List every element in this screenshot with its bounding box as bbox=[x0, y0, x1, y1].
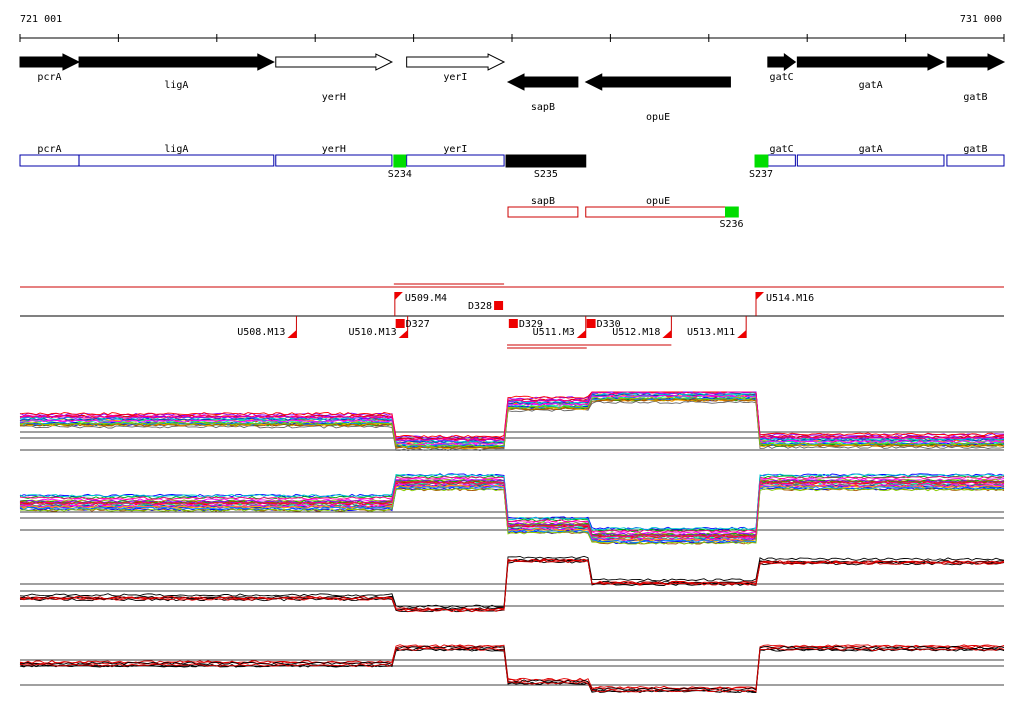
feature-label-S237: S237 bbox=[749, 169, 773, 180]
expression-profile-line bbox=[19, 484, 1005, 541]
coord-start-label: 721 001 bbox=[20, 14, 62, 25]
expression-profile-line bbox=[19, 555, 1005, 608]
segment-flag-U513.M11 bbox=[737, 330, 747, 338]
gene-arrow-yerH bbox=[275, 53, 394, 71]
annotation-box-ligA bbox=[78, 154, 275, 167]
feature-block-S236 bbox=[725, 206, 739, 218]
annotation-label-gatC: gatC bbox=[770, 144, 794, 155]
annotation-box-yerH bbox=[275, 154, 393, 167]
segment-label-U509.M4: U509.M4 bbox=[405, 293, 447, 304]
segmentation-track: U509.M4 U514.M16 U508.M13 U510.M13 U511.M3 U5… bbox=[20, 283, 1004, 349]
segment-label-U508.M13: U508.M13 bbox=[237, 327, 285, 338]
coordinate-axis bbox=[19, 34, 1005, 42]
coord-end-label: 731 000 bbox=[960, 14, 1002, 25]
segment-flag-U510.M13 bbox=[398, 330, 408, 338]
expression-profile-line bbox=[19, 647, 1005, 693]
expression-tracks bbox=[19, 391, 1005, 693]
annotation-box-gatB bbox=[946, 154, 1005, 167]
feature-block-S234 bbox=[393, 154, 407, 168]
expression-profile-line bbox=[19, 645, 1005, 691]
expression-profile-line bbox=[19, 391, 1005, 439]
segment-box-D330 bbox=[586, 319, 596, 328]
expression-profile-line bbox=[19, 558, 1005, 612]
gene-arrow-gatA bbox=[796, 53, 946, 71]
segment-label-D329: D329 bbox=[519, 319, 543, 330]
gene-arrow-sapB bbox=[506, 73, 579, 91]
annotation-label-opuE: opuE bbox=[646, 196, 670, 207]
annotation-label-gatA: gatA bbox=[859, 144, 883, 155]
segment-box-D328 bbox=[494, 301, 504, 310]
segment-box-D327 bbox=[395, 319, 405, 328]
reverse-annotation-track: sapB opuE S234 S235 S237 S236 bbox=[388, 154, 773, 230]
gene-arrow-ligA bbox=[78, 53, 275, 71]
expression-profile-line bbox=[19, 558, 1005, 611]
expression-profile-line bbox=[19, 398, 1005, 450]
annotation-label-sapB: sapB bbox=[531, 196, 555, 207]
expression-profile-line bbox=[19, 391, 1004, 442]
segment-label-D327: D327 bbox=[406, 319, 430, 330]
feature-block-S235 bbox=[505, 154, 587, 168]
expression-profile-line bbox=[19, 397, 1005, 448]
segment-label-U512.M18: U512.M18 bbox=[612, 327, 660, 338]
gene-label-sapB: sapB bbox=[531, 102, 555, 113]
gene-label-pcrA: pcrA bbox=[37, 72, 61, 83]
segment-label-U511.M3: U511.M3 bbox=[533, 327, 575, 338]
forward-annotation-track: pcrA ligA yerH yerI gatC gatA gatB bbox=[19, 144, 1005, 167]
gene-arrow-pcrA bbox=[19, 53, 81, 71]
expression-profile-line bbox=[19, 482, 1005, 540]
feature-label-S234: S234 bbox=[388, 169, 412, 180]
segment-flag-U512.M18 bbox=[662, 330, 672, 338]
segment-label-U514.M16: U514.M16 bbox=[766, 293, 814, 304]
segment-label-U510.M13: U510.M13 bbox=[348, 327, 396, 338]
annotation-box-sapB bbox=[507, 206, 579, 218]
expression-profile-line bbox=[19, 391, 1004, 439]
segment-label-U513.M11: U513.M11 bbox=[687, 327, 735, 338]
segment-box-D329 bbox=[508, 319, 518, 328]
expression-profile-line bbox=[19, 473, 1005, 531]
annotation-box-pcrA bbox=[19, 154, 80, 167]
segment-label-D328: D328 bbox=[468, 301, 492, 312]
expression-profile-line bbox=[19, 648, 1005, 693]
gene-label-opuE: opuE bbox=[646, 112, 670, 123]
annotation-label-gatB: gatB bbox=[963, 144, 987, 155]
annotation-box-gatC bbox=[767, 154, 796, 167]
expression-profile-line bbox=[19, 486, 1005, 543]
segment-flag-U514.M16 bbox=[756, 292, 765, 300]
annotation-label-pcrA: pcrA bbox=[37, 144, 61, 155]
annotation-box-opuE bbox=[585, 206, 731, 218]
gene-label-gatB: gatB bbox=[963, 92, 987, 103]
annotation-label-yerH: yerH bbox=[322, 144, 346, 155]
expression-profile-line bbox=[19, 647, 1005, 693]
gene-label-gatC: gatC bbox=[770, 72, 794, 83]
gene-arrow-yerI bbox=[406, 53, 506, 71]
gene-label-gatA: gatA bbox=[859, 80, 883, 91]
annotation-label-ligA: ligA bbox=[164, 144, 188, 155]
gene-label-yerH: yerH bbox=[322, 92, 346, 103]
expression-profile-line bbox=[19, 487, 1005, 545]
gene-label-yerI: yerI bbox=[443, 72, 467, 83]
segment-flag-U509.M4 bbox=[394, 292, 403, 300]
annotation-box-yerI bbox=[406, 154, 505, 167]
feature-block-S237 bbox=[754, 154, 769, 168]
expression-profile-line bbox=[19, 394, 1005, 446]
gene-track: pcrA ligA yerH yerI sapB opuE gatC gatA gatB bbox=[19, 53, 1006, 123]
gene-arrow-gatC bbox=[767, 53, 797, 71]
gene-arrow-opuE bbox=[584, 73, 731, 91]
expression-profile-line bbox=[19, 391, 1005, 442]
expression-profile-line bbox=[19, 487, 1005, 545]
expression-profile-line bbox=[19, 559, 1005, 613]
segment-flag-U508.M13 bbox=[287, 330, 297, 338]
segment-flag-U511.M3 bbox=[576, 330, 586, 338]
feature-label-S235: S235 bbox=[534, 169, 558, 180]
annotation-box-gatA bbox=[796, 154, 945, 167]
segment-label-D330: D330 bbox=[597, 319, 621, 330]
gene-label-ligA: ligA bbox=[164, 80, 188, 91]
gene-arrow-gatB bbox=[946, 53, 1006, 71]
feature-label-S236: S236 bbox=[719, 219, 743, 230]
annotation-label-yerI: yerI bbox=[443, 144, 467, 155]
expression-profile-line bbox=[19, 560, 1005, 613]
expression-profile-line bbox=[19, 481, 1005, 538]
